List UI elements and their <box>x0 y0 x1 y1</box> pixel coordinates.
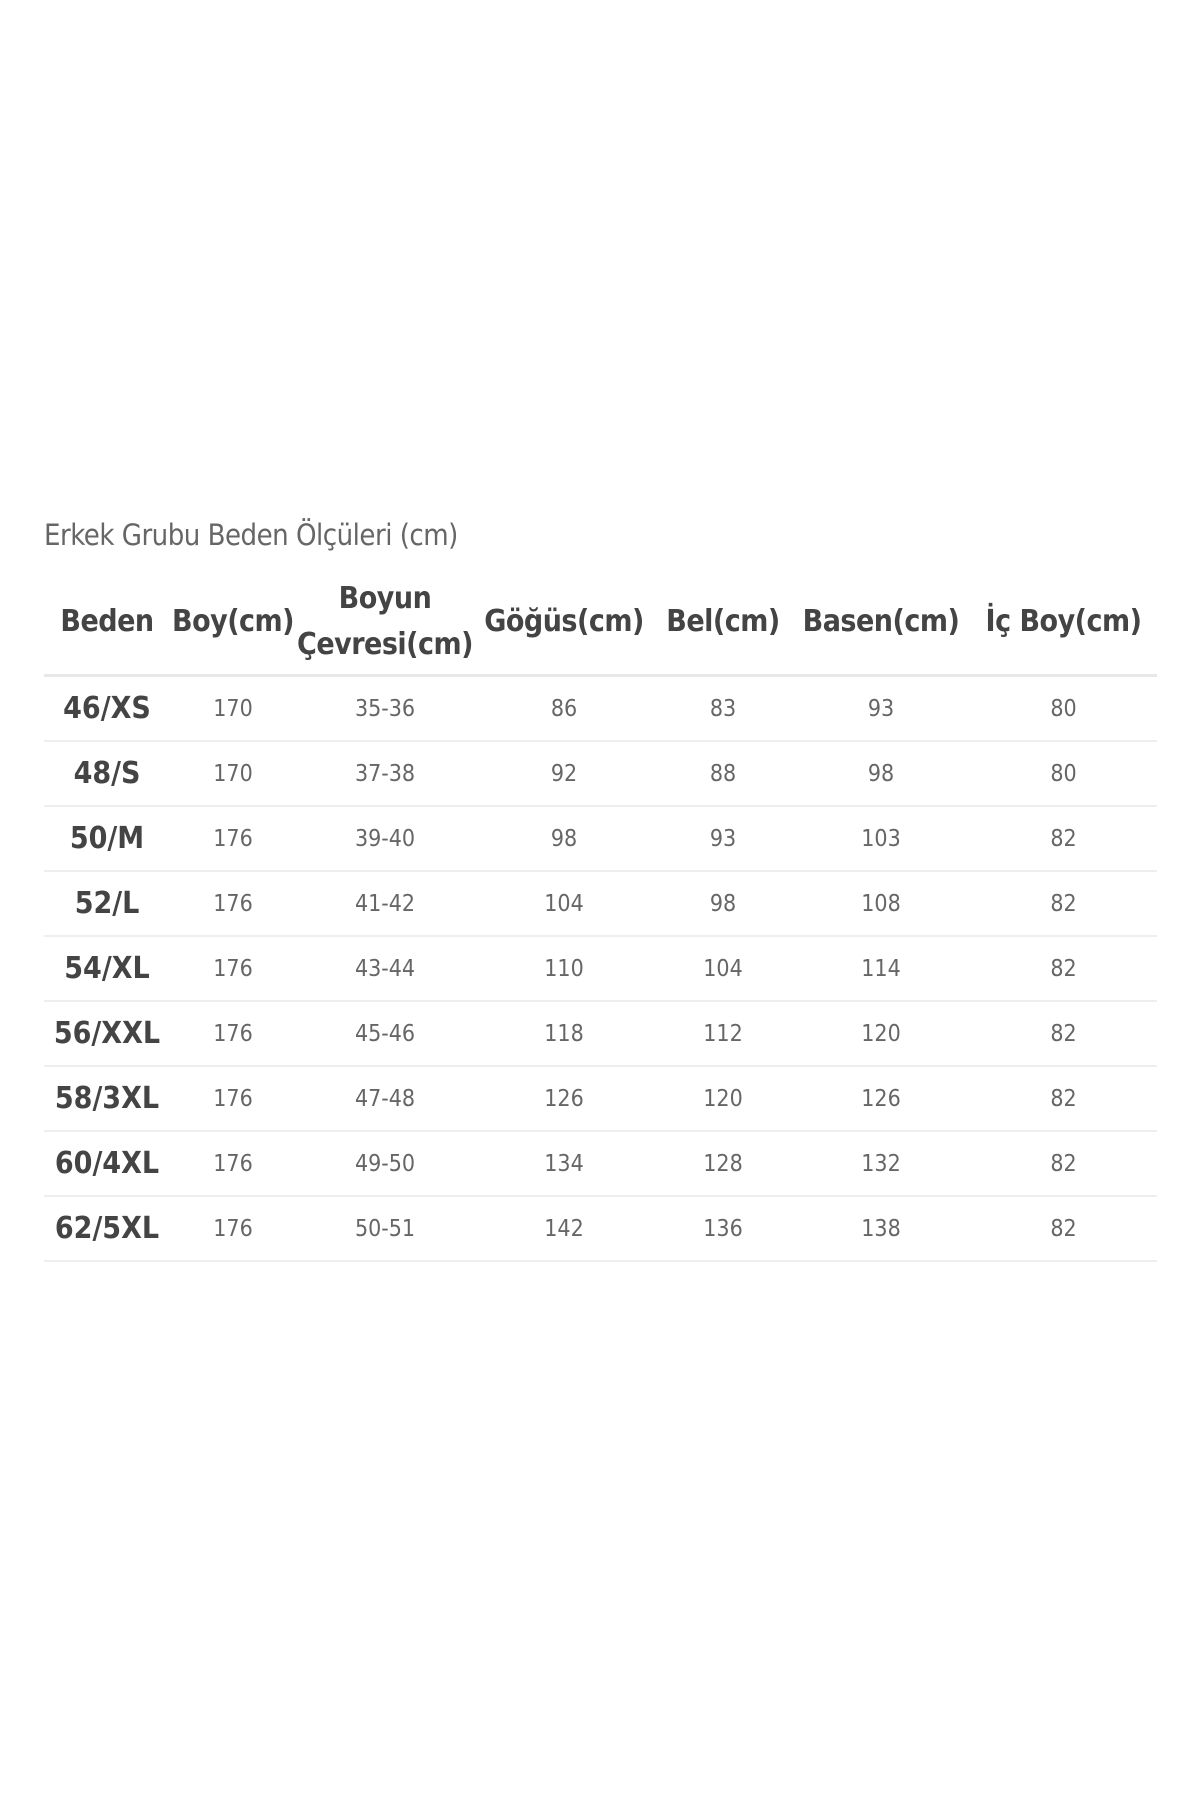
measurement-cell: 126 <box>474 1066 654 1132</box>
measurement-cell: 47-48 <box>296 1066 474 1132</box>
measurement-cell: 170 <box>170 675 296 742</box>
measurement-cell: 50-51 <box>296 1196 474 1262</box>
measurement-cell: 176 <box>170 1131 296 1197</box>
measurement-cell: 82 <box>970 1001 1157 1067</box>
measurement-cell: 170 <box>170 741 296 807</box>
measurement-cell: 93 <box>792 675 970 742</box>
measurement-cell: 35-36 <box>296 675 474 742</box>
table-row: 52/L 176 41-42 104 98 108 82 <box>44 871 1157 937</box>
measurement-cell: 138 <box>792 1196 970 1262</box>
header-gogus: Göğüs(cm) <box>474 570 654 677</box>
measurement-cell: 43-44 <box>296 936 474 1002</box>
header-beden: Beden <box>44 570 170 677</box>
measurement-cell: 114 <box>792 936 970 1002</box>
measurement-cell: 104 <box>654 936 792 1002</box>
table-row: 60/4XL 176 49-50 134 128 132 82 <box>44 1131 1157 1197</box>
table-row: 56/XXL 176 45-46 118 112 120 82 <box>44 1001 1157 1067</box>
measurement-cell: 120 <box>792 1001 970 1067</box>
table-row: 50/M 176 39-40 98 93 103 82 <box>44 806 1157 872</box>
table-row: 48/S 170 37-38 92 88 98 80 <box>44 741 1157 807</box>
header-row: Beden Boy(cm) Boyun Çevresi(cm) Göğüs(cm) Be… <box>44 570 1157 677</box>
size-label: 60/4XL <box>44 1131 170 1197</box>
measurement-cell: 41-42 <box>296 871 474 937</box>
measurement-cell: 108 <box>792 871 970 937</box>
size-label: 58/3XL <box>44 1066 170 1132</box>
size-label: 52/L <box>44 871 170 937</box>
header-bel: Bel(cm) <box>654 570 792 677</box>
size-label: 54/XL <box>44 936 170 1002</box>
table-row: 62/5XL 176 50-51 142 136 138 82 <box>44 1196 1157 1262</box>
header-ic-boy: İç Boy(cm) <box>970 570 1157 677</box>
measurement-cell: 83 <box>654 675 792 742</box>
measurement-cell: 110 <box>474 936 654 1002</box>
measurement-cell: 176 <box>170 1196 296 1262</box>
measurement-cell: 82 <box>970 1196 1157 1262</box>
measurement-cell: 126 <box>792 1066 970 1132</box>
measurement-cell: 92 <box>474 741 654 807</box>
measurement-cell: 82 <box>970 1066 1157 1132</box>
measurement-cell: 98 <box>654 871 792 937</box>
measurement-cell: 82 <box>970 871 1157 937</box>
measurement-cell: 93 <box>654 806 792 872</box>
measurement-cell: 132 <box>792 1131 970 1197</box>
size-label: 48/S <box>44 741 170 807</box>
measurement-cell: 82 <box>970 936 1157 1002</box>
measurement-cell: 98 <box>474 806 654 872</box>
table-row: 58/3XL 176 47-48 126 120 126 82 <box>44 1066 1157 1132</box>
measurement-cell: 128 <box>654 1131 792 1197</box>
measurement-cell: 112 <box>654 1001 792 1067</box>
header-boy: Boy(cm) <box>170 570 296 677</box>
size-label: 62/5XL <box>44 1196 170 1262</box>
size-label: 56/XXL <box>44 1001 170 1067</box>
measurement-cell: 120 <box>654 1066 792 1132</box>
size-label: 46/XS <box>44 675 170 742</box>
measurement-cell: 80 <box>970 675 1157 742</box>
table-row: 54/XL 176 43-44 110 104 114 82 <box>44 936 1157 1002</box>
measurement-cell: 176 <box>170 806 296 872</box>
measurement-cell: 176 <box>170 1001 296 1067</box>
measurement-cell: 49-50 <box>296 1131 474 1197</box>
measurement-cell: 39-40 <box>296 806 474 872</box>
measurement-cell: 98 <box>792 741 970 807</box>
header-boyun-cevresi: Boyun Çevresi(cm) <box>296 570 474 677</box>
measurement-cell: 103 <box>792 806 970 872</box>
size-chart-title: Erkek Grubu Beden Ölçüleri (cm) <box>44 518 458 552</box>
header-basen: Basen(cm) <box>792 570 970 677</box>
size-label: 50/M <box>44 806 170 872</box>
measurement-cell: 176 <box>170 1066 296 1132</box>
measurement-cell: 134 <box>474 1131 654 1197</box>
size-chart-table: Beden Boy(cm) Boyun Çevresi(cm) Göğüs(cm) Be… <box>44 570 1157 1262</box>
measurement-cell: 118 <box>474 1001 654 1067</box>
measurement-cell: 37-38 <box>296 741 474 807</box>
measurement-cell: 82 <box>970 806 1157 872</box>
measurement-cell: 86 <box>474 675 654 742</box>
measurement-cell: 142 <box>474 1196 654 1262</box>
measurement-cell: 176 <box>170 936 296 1002</box>
measurement-cell: 88 <box>654 741 792 807</box>
measurement-cell: 136 <box>654 1196 792 1262</box>
measurement-cell: 176 <box>170 871 296 937</box>
measurement-cell: 45-46 <box>296 1001 474 1067</box>
table-row: 46/XS 170 35-36 86 83 93 80 <box>44 675 1157 742</box>
measurement-cell: 80 <box>970 741 1157 807</box>
measurement-cell: 104 <box>474 871 654 937</box>
measurement-cell: 82 <box>970 1131 1157 1197</box>
